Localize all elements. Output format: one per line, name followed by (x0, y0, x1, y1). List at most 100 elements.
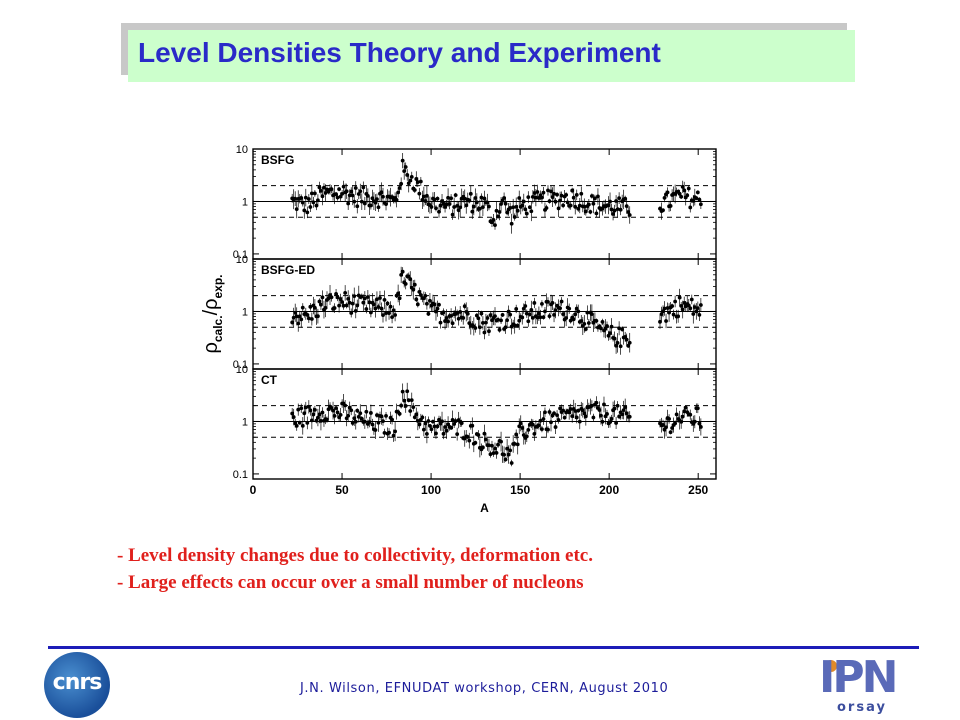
data-point (376, 420, 381, 425)
data-point (365, 295, 370, 299)
data-point (441, 431, 446, 436)
data-point (314, 418, 319, 423)
footer-divider (48, 646, 919, 649)
data-point (665, 190, 670, 195)
data-point (493, 223, 497, 227)
data-point (402, 169, 407, 174)
data-point (415, 418, 420, 423)
data-point (450, 321, 455, 326)
data-point (352, 294, 357, 299)
data-point (362, 201, 367, 206)
data-point (335, 295, 340, 300)
data-point (362, 296, 367, 301)
data-point (334, 291, 338, 296)
bullet-item: - Level density changes due to collectiv… (117, 545, 593, 566)
data-point (692, 419, 697, 424)
data-point (514, 205, 519, 209)
data-point (614, 343, 618, 348)
data-point (482, 196, 487, 201)
data-point (308, 304, 313, 309)
data-point (567, 410, 572, 415)
data-point (546, 299, 550, 304)
data-point (434, 309, 438, 314)
data-point (582, 411, 587, 416)
data-point (597, 408, 602, 412)
data-point (517, 196, 522, 200)
data-point (296, 321, 301, 326)
data-point (580, 408, 585, 413)
data-point (390, 417, 394, 422)
data-point (290, 411, 295, 416)
data-point (623, 196, 628, 201)
data-point (309, 317, 314, 321)
data-point (520, 315, 525, 320)
data-point (670, 426, 675, 430)
data-point (375, 297, 379, 302)
data-point (543, 309, 547, 314)
x-tick-label: 50 (335, 483, 349, 497)
data-point (482, 330, 487, 335)
data-point (485, 316, 490, 320)
data-point (674, 412, 679, 417)
data-point (455, 311, 460, 315)
data-point (673, 421, 678, 426)
data-point (559, 299, 564, 304)
data-point (467, 438, 472, 443)
data-point (456, 316, 461, 321)
data-point (320, 295, 325, 300)
data-point (352, 416, 357, 421)
data-point (509, 461, 514, 465)
cnrs-logo: cnrs (44, 652, 110, 718)
data-point (434, 431, 438, 436)
data-point (409, 398, 414, 403)
data-point (294, 423, 299, 428)
data-point (420, 197, 425, 202)
panel-frame (252, 368, 717, 480)
data-point (576, 408, 581, 413)
data-point (417, 422, 422, 427)
data-point (541, 315, 546, 320)
data-point (599, 326, 603, 331)
data-point (429, 427, 434, 432)
data-point (480, 205, 485, 210)
data-point (695, 306, 700, 310)
data-point (418, 179, 423, 184)
data-point (373, 306, 378, 311)
data-point (503, 201, 508, 206)
data-point (387, 430, 391, 435)
data-point (505, 318, 510, 323)
data-point (299, 406, 304, 411)
data-point (476, 316, 481, 321)
panel-label: BSFG-ED (261, 263, 315, 277)
data-point (482, 431, 487, 436)
data-point (523, 207, 528, 212)
data-point (364, 409, 369, 414)
data-point (343, 290, 348, 295)
data-point (609, 324, 614, 329)
data-point (686, 303, 691, 308)
data-point (541, 417, 546, 421)
data-point (695, 190, 700, 195)
data-point (602, 402, 606, 407)
data-point (524, 211, 529, 216)
data-point (294, 207, 299, 212)
data-point (470, 423, 475, 428)
data-point (552, 313, 556, 317)
data-point (453, 193, 458, 198)
data-point (521, 199, 526, 204)
data-point (356, 192, 361, 196)
data-point (487, 329, 491, 334)
y-tick-label: 10 (236, 144, 248, 156)
data-point (302, 411, 307, 416)
data-point (414, 177, 419, 181)
data-point (405, 389, 410, 394)
x-tick-label: 0 (250, 483, 257, 497)
data-point (577, 203, 582, 208)
data-point (593, 196, 597, 201)
data-point (459, 421, 464, 426)
data-point (312, 407, 317, 412)
data-point (668, 204, 673, 208)
data-point (540, 427, 544, 432)
data-point (480, 321, 485, 325)
data-point (334, 406, 338, 411)
